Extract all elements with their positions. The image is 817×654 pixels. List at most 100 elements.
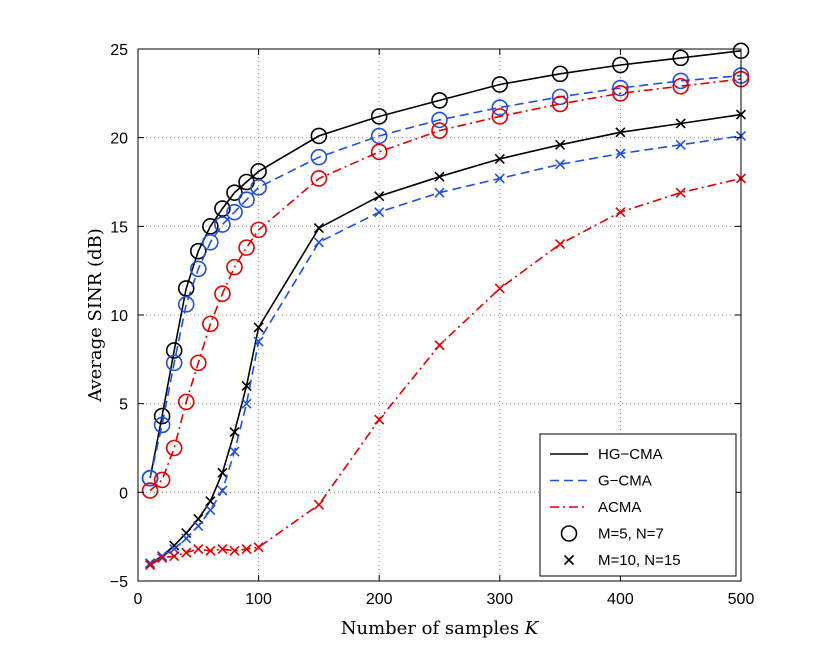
- data-point-circle: [551, 65, 569, 83]
- data-point-x: [374, 191, 385, 202]
- data-point-circle: [177, 280, 195, 297]
- legend-item: M=10, N=15: [563, 552, 681, 569]
- series-hg-cma-m5-n7: [141, 42, 750, 487]
- legend-item: G−CMA: [550, 473, 652, 490]
- data-point-circle: [612, 79, 629, 97]
- series-acma-m5-n7: [141, 70, 750, 499]
- data-point-x: [434, 187, 445, 198]
- data-point-circle: [491, 99, 509, 116]
- legend-box: [539, 433, 737, 577]
- data-point-circle: [226, 258, 243, 276]
- data-point-x: [229, 446, 240, 457]
- series-line: [149, 177, 742, 566]
- legend-label: ACMA: [598, 499, 641, 516]
- data-point-circle: [153, 407, 171, 425]
- data-point-circle: [310, 148, 328, 166]
- data-point-circle: [612, 85, 629, 102]
- series-layer: [141, 42, 750, 571]
- data-point-x: [555, 139, 566, 150]
- data-point-x: [374, 207, 385, 218]
- data-point-circle: [165, 354, 183, 372]
- data-point-x: [615, 148, 626, 159]
- x-axis-label: Number of samples K: [341, 618, 540, 639]
- data-point-x: [144, 559, 156, 571]
- data-point-x: [205, 545, 216, 556]
- x-tick-label: 0: [134, 591, 143, 608]
- legend-item: M=5, N=7: [560, 525, 664, 543]
- data-point-x: [181, 547, 192, 558]
- data-point-x: [253, 322, 264, 333]
- data-point-x: [144, 558, 156, 569]
- data-point-x: [169, 551, 180, 562]
- data-point-circle: [190, 242, 207, 260]
- data-point-x: [241, 398, 252, 409]
- data-point-x: [205, 505, 216, 516]
- data-point-circle: [177, 393, 195, 411]
- data-point-circle: [250, 179, 267, 196]
- legend-label: M=5, N=7: [598, 526, 664, 543]
- data-point-x: [193, 544, 204, 555]
- legend-item: HG−CMA: [550, 446, 663, 463]
- x-tick-label: 500: [728, 591, 755, 608]
- data-point-x: [241, 544, 252, 555]
- data-point-x: [313, 237, 324, 248]
- data-point-circle: [214, 200, 231, 217]
- data-point-x: [217, 544, 228, 555]
- data-point-x: [675, 139, 686, 150]
- data-point-x: [434, 171, 445, 182]
- legend: HG−CMA G−CMA ACMA M=5, N=7 M=10, N=15: [539, 433, 737, 577]
- data-point-circle: [202, 233, 219, 251]
- data-point-circle: [250, 221, 267, 239]
- x-tick-label: 200: [366, 591, 393, 608]
- series-g-cma-m10-n15: [144, 130, 747, 569]
- data-point-circle: [153, 471, 171, 489]
- data-point-x: [555, 239, 566, 250]
- data-point-circle: [214, 285, 231, 303]
- y-axis-label: Average SINR (dB): [85, 228, 106, 403]
- data-point-circle: [672, 49, 690, 67]
- data-point-circle: [190, 354, 207, 372]
- data-point-circle: [190, 260, 207, 278]
- series-acma-m10-n15: [144, 173, 747, 571]
- y-tick-label: 10: [110, 308, 128, 325]
- data-point-circle: [310, 170, 328, 187]
- data-point-circle: [491, 108, 509, 125]
- data-point-x: [169, 540, 180, 551]
- x-axis-label-variable: K: [524, 618, 540, 639]
- grid-lines: [138, 49, 741, 581]
- data-point-circle: [370, 127, 388, 145]
- data-point-circle: [226, 184, 243, 201]
- data-point-circle: [551, 95, 569, 113]
- legend-item: ACMA: [550, 499, 641, 516]
- y-tick-label: 20: [110, 131, 128, 148]
- data-point-circle: [141, 469, 159, 487]
- data-point-x: [193, 520, 204, 532]
- series-line: [149, 74, 742, 479]
- data-point-circle: [431, 92, 448, 109]
- legend-swatch-circle: [560, 525, 578, 542]
- data-point-circle: [310, 127, 328, 145]
- data-point-circle: [672, 77, 690, 95]
- data-point-circle: [153, 416, 171, 434]
- data-point-x: [217, 485, 228, 496]
- data-point-x: [157, 552, 168, 564]
- legend-label: M=10, N=15: [598, 552, 681, 569]
- data-point-x: [675, 187, 686, 198]
- data-point-x: [181, 533, 192, 544]
- data-point-x: [241, 380, 252, 391]
- data-point-x: [494, 153, 505, 165]
- data-point-x: [229, 426, 240, 438]
- y-tick-label: 0: [119, 485, 128, 502]
- data-point-x: [217, 467, 228, 478]
- series-line: [149, 135, 742, 564]
- data-point-circle: [165, 342, 183, 359]
- legend-swatch-x: [563, 554, 575, 566]
- data-point-circle: [551, 88, 569, 106]
- legend-label: HG−CMA: [598, 446, 663, 463]
- axis-ticks: 0 100 200 300 400 500 −5 0 5 10 15 20 25: [110, 42, 755, 608]
- y-tick-label: 25: [110, 42, 128, 59]
- data-point-circle: [226, 203, 243, 221]
- data-point-x: [313, 499, 324, 510]
- y-tick-label: 5: [119, 397, 128, 414]
